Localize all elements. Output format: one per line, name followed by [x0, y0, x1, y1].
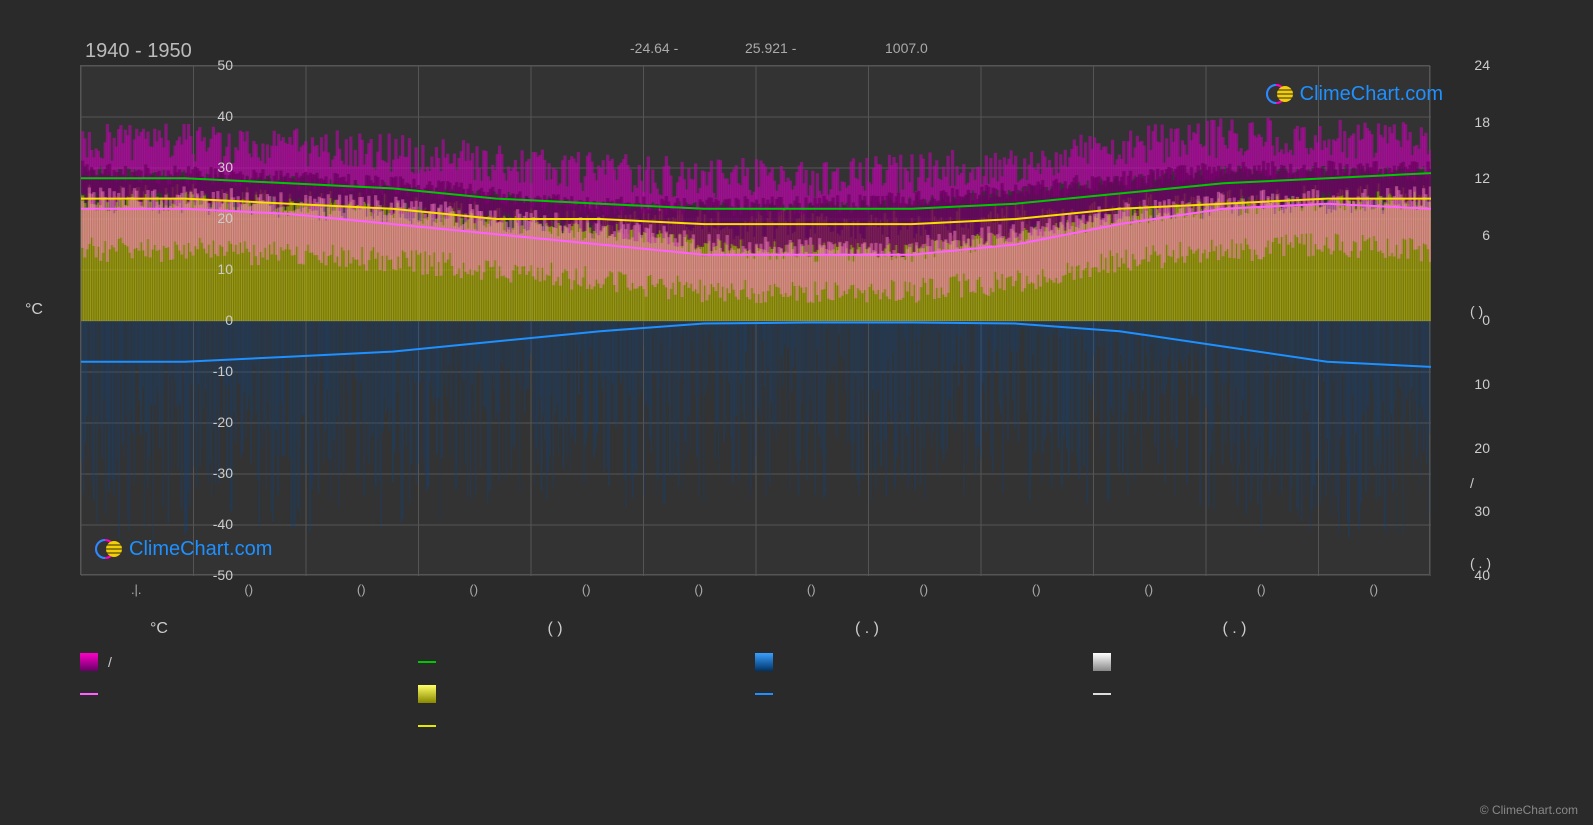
legend-item [1093, 653, 1431, 671]
legend-swatch [80, 653, 98, 671]
legend-swatch-line [418, 661, 436, 663]
legend-headers: °C ( ) ( . ) ( . ) [80, 620, 1430, 638]
right-axis-unit-marker: ( ) [1470, 303, 1483, 319]
logo-bottom-left: ClimeChart.com [95, 535, 272, 563]
legend-item [1093, 685, 1431, 703]
logo-top-right: ClimeChart.com [1266, 80, 1443, 108]
x-axis-tick: () [1257, 582, 1266, 597]
x-axis-tick: () [469, 582, 478, 597]
legend-swatch [755, 653, 773, 671]
climechart-logo-icon [1266, 80, 1294, 108]
right-axis-tick: 10 [1440, 376, 1490, 392]
legend-item [755, 685, 1093, 703]
legend-item [1093, 717, 1431, 735]
legend-item [418, 717, 756, 735]
right-axis-tick: 18 [1440, 114, 1490, 130]
chart-period-title: 1940 - 1950 [85, 40, 192, 63]
legend-item [418, 685, 756, 703]
chart-plot-area [80, 65, 1430, 575]
legend-header-4: ( . ) [1093, 620, 1431, 638]
legend: °C ( ) ( . ) ( . ) / [80, 620, 1430, 735]
left-axis-tick: 30 [183, 159, 233, 175]
climechart-logo-icon [95, 535, 123, 563]
right-axis-tick: 30 [1440, 503, 1490, 519]
x-axis-tick: () [357, 582, 366, 597]
left-axis-tick: -30 [183, 465, 233, 481]
left-axis-tick: -20 [183, 414, 233, 430]
left-axis-tick: 50 [183, 57, 233, 73]
copyright-text: © ClimeChart.com [1480, 803, 1578, 817]
left-axis-tick: -10 [183, 363, 233, 379]
right-axis-tick: 12 [1440, 170, 1490, 186]
legend-label: / [108, 654, 112, 670]
right-axis-tick: 24 [1440, 57, 1490, 73]
right-axis-unit-marker: ( . ) [1470, 555, 1491, 571]
x-axis-tick: () [919, 582, 928, 597]
left-axis-tick: 10 [183, 261, 233, 277]
legend-item [755, 717, 1093, 735]
legend-item [418, 653, 756, 671]
header-stat-3: 1007.0 [885, 40, 928, 56]
logo-text: ClimeChart.com [1300, 83, 1443, 106]
left-axis-tick: 20 [183, 210, 233, 226]
legend-header-2: ( ) [418, 620, 756, 638]
legend-item: / [80, 653, 418, 671]
x-axis-tick: () [582, 582, 591, 597]
x-axis-tick: () [694, 582, 703, 597]
x-axis-tick: () [807, 582, 816, 597]
header-stat-2: 25.921 - [745, 40, 796, 56]
left-axis-tick: -50 [183, 567, 233, 583]
legend-item [755, 653, 1093, 671]
x-axis-tick: () [244, 582, 253, 597]
right-axis-tick: 6 [1440, 227, 1490, 243]
logo-text: ClimeChart.com [129, 538, 272, 561]
left-axis-tick: -40 [183, 516, 233, 532]
x-axis-tick: () [1032, 582, 1041, 597]
x-axis-tick: () [1369, 582, 1378, 597]
chart-svg [81, 66, 1431, 576]
legend-swatch [1093, 653, 1111, 671]
left-axis-tick: 40 [183, 108, 233, 124]
legend-swatch-line [418, 725, 436, 727]
legend-header-3: ( . ) [755, 620, 1093, 638]
legend-swatch-line [1093, 693, 1111, 695]
legend-swatch [418, 685, 436, 703]
x-axis-tick: .|. [131, 582, 142, 597]
header-stat-1: -24.64 - [630, 40, 678, 56]
legend-swatch-line [755, 693, 773, 695]
left-axis-tick: 0 [183, 312, 233, 328]
legend-header-1: °C [80, 620, 418, 638]
legend-swatch-line [80, 693, 98, 695]
legend-item [80, 685, 418, 703]
left-axis-title: °C [25, 301, 43, 319]
right-axis-tick: 20 [1440, 440, 1490, 456]
x-axis-tick: () [1144, 582, 1153, 597]
legend-item [80, 717, 418, 735]
right-axis-unit-marker: / [1470, 475, 1474, 491]
